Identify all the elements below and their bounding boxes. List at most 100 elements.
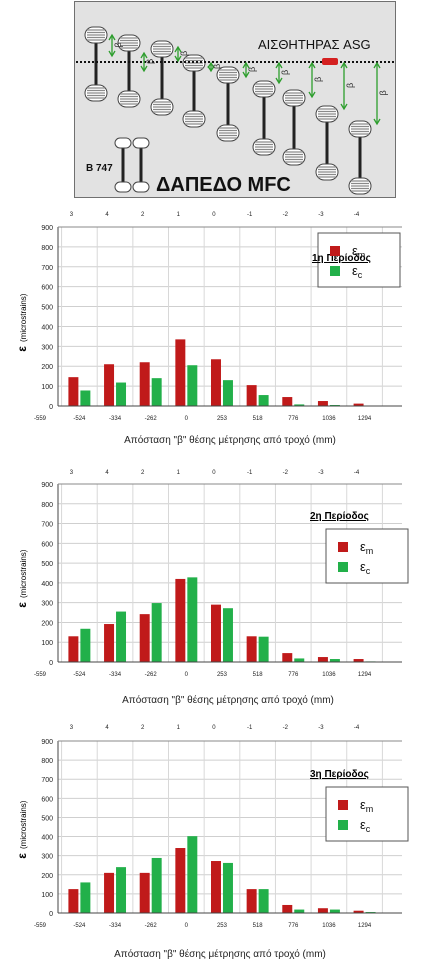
top-tick-label: 2 [141, 470, 145, 476]
bar-m-1294 [353, 403, 364, 406]
top-tick-label: 3 [70, 470, 74, 476]
beta-label: β [378, 90, 388, 95]
wheel [150, 40, 174, 58]
bar-c-0 [187, 577, 198, 662]
x-tick-label: 0 [185, 923, 189, 929]
beta-label: β [345, 83, 355, 88]
bar-c-518 [258, 395, 269, 406]
x-tick-label: -524 [73, 923, 86, 929]
bar-c--524 [80, 628, 91, 662]
legend-swatch-c [338, 562, 348, 572]
top-tick-label: 2 [141, 212, 145, 218]
bar-c--334 [116, 867, 127, 913]
arrow-layer: β β β β β β β β β [108, 33, 388, 126]
legend-swatch-m [338, 542, 348, 552]
chart-2-title: 2η Περίοδος [310, 511, 369, 522]
bar-c-1036 [329, 659, 340, 662]
wheel [315, 105, 339, 123]
x-tick-label: 518 [253, 672, 264, 678]
y-tick-label: 300 [41, 601, 53, 608]
wheel [315, 163, 339, 181]
bar-c--262 [151, 603, 162, 662]
x-tick-label: -334 [109, 923, 122, 929]
top-tick-label: 4 [105, 212, 109, 218]
y-tick-label: 600 [41, 541, 53, 548]
x-tick-label: -262 [145, 416, 158, 422]
bar-c-518 [258, 889, 269, 913]
chart-period-2: 0 100 200 300 400 500 600 700 800 900 -559 -524 3 -33… [0, 462, 439, 712]
wheel-layer [84, 26, 372, 195]
bar-c-0 [187, 836, 198, 913]
x-tick-label: -524 [73, 416, 86, 422]
chart-2-ylabel-main: ε [15, 602, 29, 608]
legend-swatch-m [338, 800, 348, 810]
diagram-canvas: β β β β β β β β β ΑΙΣΘΗΤΗΡΑΣ ASG B 747 ΔΑΠΕΔΟ MF… [74, 1, 396, 198]
beta-label: β [212, 64, 222, 69]
y-tick-label: 900 [41, 739, 53, 746]
bar-m-1036 [317, 401, 328, 406]
top-tick-label: -2 [283, 725, 289, 731]
wheel [84, 26, 108, 44]
bar-c-253 [222, 380, 233, 406]
bar-m-518 [246, 385, 257, 406]
legend-swatch-m [330, 246, 340, 256]
y-tick-label: 700 [41, 265, 53, 272]
y-tick-label: 700 [41, 777, 53, 784]
x-tick-label: 253 [217, 416, 228, 422]
x-edge-label: -559 [34, 416, 47, 422]
x-tick-label: 776 [288, 672, 299, 678]
bar-m-518 [246, 889, 257, 913]
bar-m-0 [175, 339, 186, 406]
y-tick-label: 900 [41, 482, 53, 489]
top-tick-label: 3 [70, 212, 74, 218]
y-tick-label: 500 [41, 305, 53, 312]
y-tick-label: 500 [41, 561, 53, 568]
y-tick-label: 0 [49, 911, 53, 918]
top-tick-label: 3 [70, 725, 74, 731]
x-tick-label: 518 [253, 416, 264, 422]
top-tick-label: -2 [283, 470, 289, 476]
chart-3-bars [68, 836, 376, 913]
x-tick-label: 1036 [322, 672, 336, 678]
x-edge-label: -559 [34, 672, 47, 678]
y-tick-label: 0 [49, 404, 53, 411]
top-tick-label: -1 [247, 725, 253, 731]
wheel [348, 120, 372, 138]
top-tick-label: -1 [247, 212, 253, 218]
y-tick-label: 500 [41, 815, 53, 822]
wheel [84, 84, 108, 102]
top-tick-label: 0 [212, 470, 216, 476]
wheel [182, 110, 206, 128]
chart-1-ylabel: ε (microstrains) [15, 293, 29, 351]
top-tick-label: -4 [354, 470, 360, 476]
bar-m--334 [104, 872, 115, 913]
y-tick-label: 700 [41, 522, 53, 529]
top-tick-label: -3 [318, 470, 324, 476]
x-tick-label: -262 [145, 923, 158, 929]
bar-c--262 [151, 378, 162, 406]
bar-m-253 [210, 359, 221, 406]
y-tick-label: 200 [41, 873, 53, 880]
bar-c--524 [80, 390, 91, 406]
wheel [216, 66, 240, 84]
wheel [282, 89, 306, 107]
legend-label-c: εc [352, 263, 363, 280]
chart-period-3: 0 100 200 300 400 500 600 700 800 900 -559 -524 3 -33… [0, 713, 439, 963]
bar-m-776 [282, 904, 293, 913]
bar-m--262 [139, 872, 150, 913]
top-tick-label: -4 [354, 725, 360, 731]
chart-2-ylabel-unit: (microstrains) [19, 549, 28, 598]
chart-3-legend [325, 786, 409, 842]
chart-1-legend [317, 232, 401, 288]
top-tick-label: 0 [212, 212, 216, 218]
b747-wheel [114, 137, 132, 149]
top-tick-label: -4 [354, 212, 360, 218]
top-tick-label: 4 [105, 470, 109, 476]
bar-m--524 [68, 889, 79, 913]
top-tick-label: 4 [105, 725, 109, 731]
